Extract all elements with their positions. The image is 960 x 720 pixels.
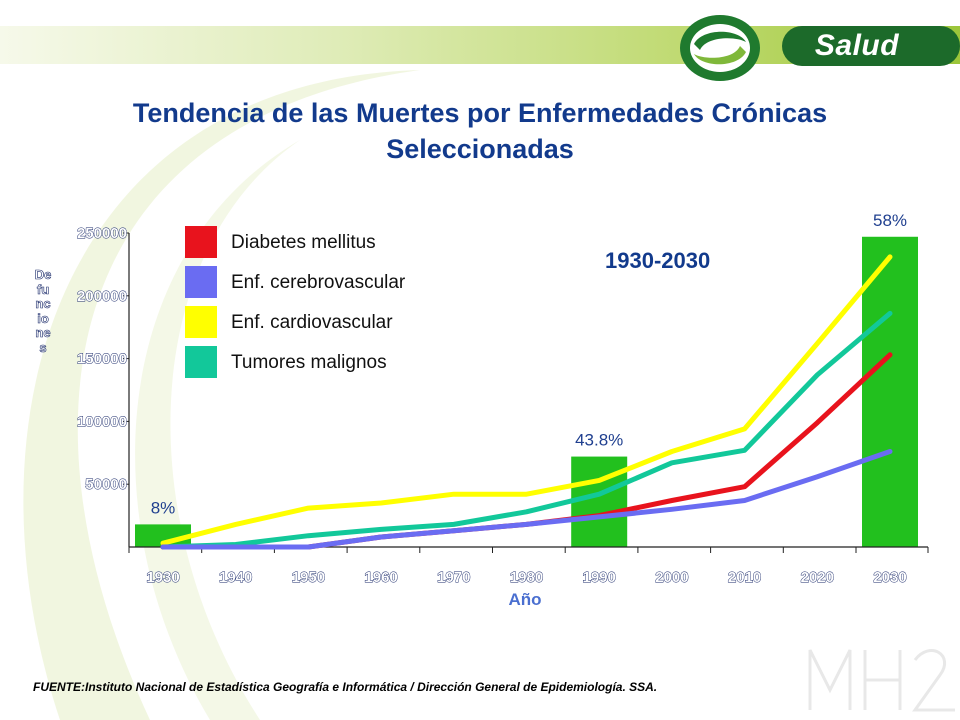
x-tick-label-2010: 2010	[728, 569, 761, 586]
series-line-1	[160, 449, 893, 550]
y-axis-label: Defunciones	[34, 267, 52, 355]
x-tick-label-1980: 1980	[510, 569, 543, 586]
logo-text: Salud	[814, 29, 900, 62]
x-tick-label-2020: 2020	[801, 569, 834, 586]
bar-label-1990: 43.8%	[575, 431, 623, 450]
legend-label: Enf. cardiovascular	[231, 312, 393, 333]
bar-label-2030: 58%	[873, 211, 907, 230]
y-tick-label-200000: 200000	[77, 288, 127, 305]
x-tick-label-1940: 1940	[219, 569, 252, 586]
period-label: 1930-2030	[605, 248, 711, 273]
x-tick-label-2030: 2030	[873, 569, 906, 586]
legend-swatch	[185, 346, 217, 378]
y-tick-label-150000: 150000	[77, 351, 127, 368]
series-line-2	[160, 254, 893, 546]
page-title: Tendencia de las Muertes por Enfermedade…	[132, 98, 828, 164]
legend-label: Diabetes mellitus	[231, 232, 376, 253]
y-tick-label-100000: 100000	[77, 413, 127, 430]
legend-swatch	[185, 226, 217, 258]
bar-2030	[862, 236, 918, 547]
y-tick-label-50000: 50000	[85, 476, 127, 493]
x-tick-label-1970: 1970	[437, 569, 470, 586]
legend-item-diabetes: Diabetes mellitus	[185, 226, 485, 266]
x-axis-label: Año	[508, 590, 542, 609]
x-tick-label-1990: 1990	[583, 569, 616, 586]
source-note: FUENTE:Instituto Nacional de Estadística…	[33, 680, 658, 694]
legend-swatch	[185, 306, 217, 338]
x-tick-label-1950: 1950	[292, 569, 325, 586]
series-line-3	[160, 310, 893, 550]
x-tick-label-1930: 1930	[146, 569, 179, 586]
legend-item-tumores: Tumores malignos	[185, 346, 485, 386]
salud-logo-icon	[680, 15, 960, 81]
legend-item-cardiovascular: Enf. cardiovascular	[185, 306, 485, 346]
legend-label: Tumores malignos	[231, 352, 387, 373]
legend-item-cerebrovascular: Enf. cerebrovascular	[185, 266, 485, 306]
y-tick-label-250000: 250000	[77, 225, 127, 242]
watermark-logo-icon	[808, 649, 955, 712]
legend-label: Enf. cerebrovascular	[231, 272, 406, 293]
legend: Diabetes mellitus Enf. cerebrovascular E…	[185, 226, 485, 386]
x-tick-label-2000: 2000	[655, 569, 688, 586]
legend-swatch	[185, 266, 217, 298]
x-tick-label-1960: 1960	[364, 569, 397, 586]
bar-label-1930: 8%	[151, 498, 176, 517]
